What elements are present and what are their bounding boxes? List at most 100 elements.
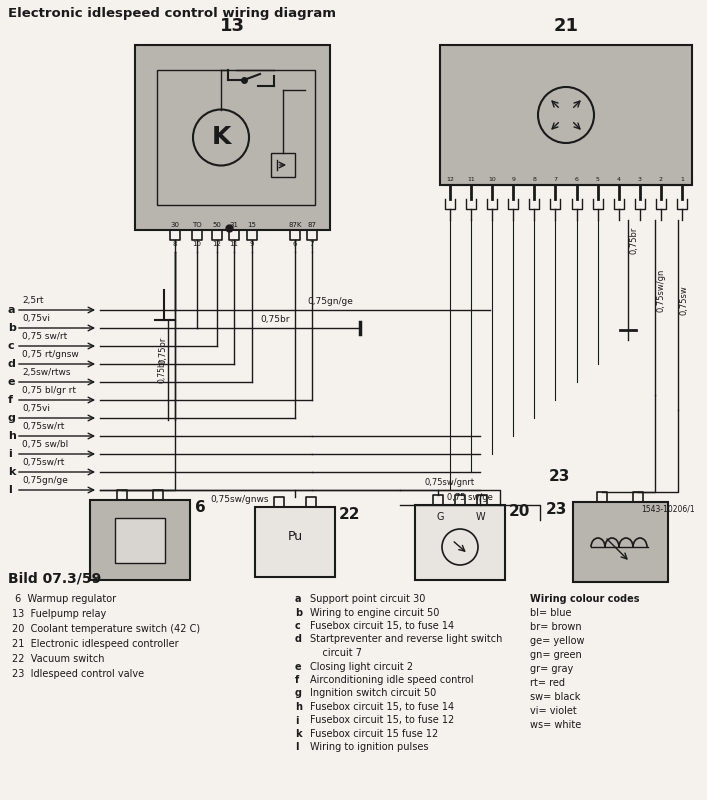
Text: f: f <box>8 395 13 405</box>
Text: 12: 12 <box>446 177 454 182</box>
Text: 0,75 sw/rt: 0,75 sw/rt <box>22 332 67 341</box>
Bar <box>573 502 667 582</box>
Text: Wiring colour codes: Wiring colour codes <box>530 594 640 604</box>
Text: circuit 7: circuit 7 <box>310 648 362 658</box>
Text: 7: 7 <box>554 177 557 182</box>
Text: 0,75sw/rt: 0,75sw/rt <box>22 422 64 431</box>
Text: 0,75vi: 0,75vi <box>22 404 50 413</box>
Text: TO: TO <box>192 222 201 228</box>
Text: W: W <box>475 513 485 522</box>
Text: gn= green: gn= green <box>530 650 582 660</box>
Text: 13: 13 <box>220 17 245 35</box>
Text: 0,75sw/gnrt: 0,75sw/gnrt <box>425 478 475 487</box>
Text: 3: 3 <box>638 177 642 182</box>
Text: a: a <box>8 305 16 315</box>
Text: 10: 10 <box>489 177 496 182</box>
Text: i: i <box>8 449 12 459</box>
Text: Fusebox circuit 15, to fuse 14: Fusebox circuit 15, to fuse 14 <box>310 621 454 631</box>
Text: 0,75 sw/ge: 0,75 sw/ge <box>447 493 493 502</box>
Text: k: k <box>295 729 302 739</box>
Text: 0,75vi: 0,75vi <box>22 314 50 323</box>
Text: Ingnition switch circuit 50: Ingnition switch circuit 50 <box>310 689 436 698</box>
Text: Electronic idlespeed control wiring diagram: Electronic idlespeed control wiring diag… <box>8 7 336 20</box>
Text: 0,75sw/gnws: 0,75sw/gnws <box>211 495 269 504</box>
Text: 6: 6 <box>293 241 297 247</box>
Text: 87: 87 <box>308 222 317 228</box>
Text: 21: 21 <box>554 17 578 35</box>
Text: ge= yellow: ge= yellow <box>530 636 585 646</box>
Text: e: e <box>295 662 302 671</box>
Text: Wiring to engine circuit 50: Wiring to engine circuit 50 <box>310 607 439 618</box>
Text: g: g <box>8 413 16 423</box>
Text: b: b <box>295 607 302 618</box>
Text: 1543-10206/1: 1543-10206/1 <box>641 505 695 514</box>
Text: 2,5sw/rtws: 2,5sw/rtws <box>22 368 71 377</box>
Text: 6: 6 <box>195 500 206 515</box>
Text: 15: 15 <box>247 222 257 228</box>
Text: h: h <box>8 431 16 441</box>
Text: 0,75gn/ge: 0,75gn/ge <box>307 297 353 306</box>
Text: 9: 9 <box>250 241 255 247</box>
Text: l: l <box>295 742 298 753</box>
Text: 23  Idlespeed control valve: 23 Idlespeed control valve <box>12 669 144 679</box>
Text: 11: 11 <box>230 241 238 247</box>
Text: d: d <box>8 359 16 369</box>
Text: 6  Warmup regulator: 6 Warmup regulator <box>12 594 116 604</box>
Text: c: c <box>295 621 300 631</box>
Text: l: l <box>8 485 12 495</box>
Text: Closing light circuit 2: Closing light circuit 2 <box>310 662 413 671</box>
Text: Fusebox circuit 15, to fuse 14: Fusebox circuit 15, to fuse 14 <box>310 702 454 712</box>
Text: 4: 4 <box>617 177 621 182</box>
Text: c: c <box>8 341 15 351</box>
Text: 1: 1 <box>680 177 684 182</box>
Text: 22  Vacuum switch: 22 Vacuum switch <box>12 654 105 664</box>
Text: sw= black: sw= black <box>530 692 580 702</box>
Text: 0,75br: 0,75br <box>260 315 290 324</box>
Text: 9: 9 <box>511 177 515 182</box>
Text: f: f <box>295 675 299 685</box>
Text: 0,75 rt/gnsw: 0,75 rt/gnsw <box>22 350 78 359</box>
Text: 0,75sw: 0,75sw <box>680 285 689 315</box>
Text: Bild 07.3/59: Bild 07.3/59 <box>8 572 101 586</box>
Text: Fusebox circuit 15 fuse 12: Fusebox circuit 15 fuse 12 <box>310 729 438 739</box>
Text: 22: 22 <box>339 507 361 522</box>
Text: Startpreventer and reverse light switch: Startpreventer and reverse light switch <box>310 634 503 645</box>
Text: 23: 23 <box>549 469 571 484</box>
Bar <box>115 518 165 562</box>
Text: 0,75sw/rt: 0,75sw/rt <box>22 458 64 467</box>
Text: 31: 31 <box>230 222 238 228</box>
Text: gr= gray: gr= gray <box>530 664 573 674</box>
Text: 6: 6 <box>575 177 578 182</box>
Text: 13  Fuelpump relay: 13 Fuelpump relay <box>12 609 106 619</box>
Text: 11: 11 <box>467 177 475 182</box>
Text: h: h <box>295 702 302 712</box>
Text: 5: 5 <box>596 177 600 182</box>
Bar <box>271 153 295 177</box>
Text: 21  Electronic idlespeed controller: 21 Electronic idlespeed controller <box>12 639 179 649</box>
Text: 7: 7 <box>310 241 314 247</box>
Bar <box>90 500 190 580</box>
Text: bl= blue: bl= blue <box>530 608 571 618</box>
Text: vi= violet: vi= violet <box>530 706 577 716</box>
Text: 0,75br: 0,75br <box>158 336 168 364</box>
Text: rt= red: rt= red <box>530 678 565 688</box>
Text: 23: 23 <box>546 502 568 517</box>
Text: 8: 8 <box>173 241 177 247</box>
Text: Pu: Pu <box>288 530 303 543</box>
Text: K: K <box>211 126 230 150</box>
Text: 0,75br: 0,75br <box>158 358 167 382</box>
Text: 20  Coolant temperature switch (42 C): 20 Coolant temperature switch (42 C) <box>12 624 200 634</box>
Text: 30: 30 <box>170 222 180 228</box>
Text: 12: 12 <box>213 241 221 247</box>
Text: 0,75gn/ge: 0,75gn/ge <box>22 476 68 485</box>
Text: 20: 20 <box>509 505 530 519</box>
Text: 0,75sw/gn: 0,75sw/gn <box>657 268 666 312</box>
Bar <box>157 70 315 205</box>
Text: Fusebox circuit 15, to fuse 12: Fusebox circuit 15, to fuse 12 <box>310 715 455 726</box>
Text: 8: 8 <box>532 177 537 182</box>
Text: G: G <box>436 513 444 522</box>
Text: e: e <box>8 377 16 387</box>
Text: Wiring to ignition pulses: Wiring to ignition pulses <box>310 742 428 753</box>
Text: Support point circuit 30: Support point circuit 30 <box>310 594 426 604</box>
Text: 0,75 bl/gr rt: 0,75 bl/gr rt <box>22 386 76 395</box>
